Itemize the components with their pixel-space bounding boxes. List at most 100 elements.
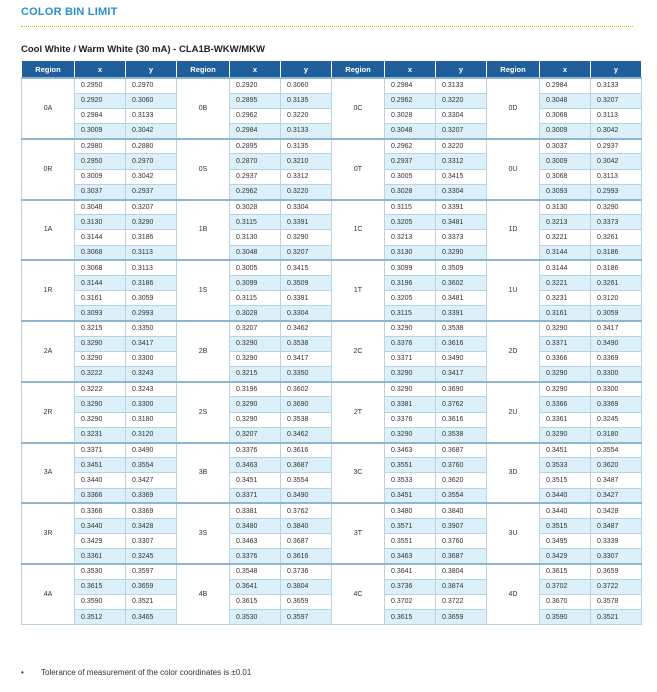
region-cell: 4B <box>176 563 230 626</box>
region-cell: 0D <box>486 77 540 140</box>
x-cell: 0.3037 <box>74 183 126 201</box>
x-cell: 0.3361 <box>74 548 126 565</box>
x-cell: 0.3048 <box>229 244 281 261</box>
y-cell: 0.3207 <box>435 123 487 140</box>
table-row: 2A 0.3215 0.3350 2B 0.3207 0.3462 2C 0.3290 0.35… <box>21 319 642 383</box>
x-cell: 0.3371 <box>539 335 591 352</box>
y-cell: 0.3113 <box>590 168 642 185</box>
y-cell: 0.3391 <box>280 214 332 231</box>
y-cell: 0.2970 <box>125 153 177 170</box>
x-cell: 0.3641 <box>384 562 436 580</box>
y-cell: 0.3369 <box>590 396 642 413</box>
table-row: 0.3440 0.3427 0.3451 0.3554 0.3533 0.3620 0.35… <box>22 472 642 489</box>
x-cell: 0.3028 <box>229 198 281 216</box>
y-cell: 0.3690 <box>280 396 332 413</box>
x-cell: 0.3005 <box>384 168 436 185</box>
x-cell: 0.3290 <box>74 350 126 368</box>
x-cell: 0.3048 <box>384 123 436 140</box>
y-cell: 0.3369 <box>590 350 642 368</box>
x-cell: 0.3451 <box>539 441 591 459</box>
y-cell: 0.3465 <box>125 609 177 626</box>
y-cell: 0.3616 <box>435 335 487 352</box>
divider <box>21 26 633 27</box>
table-row: 0.3512 0.3465 0.3530 0.3597 0.3615 0.3659 0.35… <box>22 609 642 626</box>
region-cell: 2R <box>21 380 75 443</box>
x-cell: 0.3702 <box>384 593 436 611</box>
y-cell: 0.3133 <box>280 123 332 140</box>
region-cell: 1R <box>21 259 75 322</box>
y-cell: 0.3415 <box>280 259 332 276</box>
region-cell: 0T <box>331 137 385 200</box>
x-cell: 0.3512 <box>74 609 126 626</box>
x-cell: 0.3641 <box>229 578 281 595</box>
header-row: Region x y Region x y Region x y Region x y <box>21 60 642 79</box>
region-cell: 1A <box>21 198 75 261</box>
y-cell: 0.3659 <box>125 578 177 595</box>
y-cell: 0.3245 <box>590 411 642 428</box>
footnote-row: • Tolerance of measurement of the color c… <box>21 668 251 677</box>
x-cell: 0.3028 <box>384 183 436 201</box>
region-cell: 2D <box>486 320 540 383</box>
y-cell: 0.3687 <box>435 548 487 565</box>
y-cell: 0.3417 <box>435 366 487 383</box>
column-header: x <box>74 60 126 79</box>
y-cell: 0.3722 <box>590 578 642 595</box>
region-cell: 3U <box>486 502 540 565</box>
x-cell: 0.2895 <box>229 137 281 155</box>
x-cell: 0.3451 <box>229 472 281 489</box>
y-cell: 0.3300 <box>125 350 177 368</box>
y-cell: 0.3509 <box>280 274 332 292</box>
y-cell: 0.3243 <box>125 366 177 383</box>
x-cell: 0.3376 <box>229 441 281 459</box>
x-cell: 0.3366 <box>539 350 591 368</box>
x-cell: 0.2962 <box>229 183 281 201</box>
y-cell: 0.3462 <box>280 426 332 444</box>
y-cell: 0.3391 <box>280 290 332 307</box>
y-cell: 0.3687 <box>435 441 487 459</box>
x-cell: 0.3376 <box>229 548 281 565</box>
y-cell: 0.2937 <box>590 137 642 155</box>
region-cell: 3C <box>331 441 385 504</box>
x-cell: 0.3115 <box>384 305 436 322</box>
y-cell: 0.3186 <box>590 244 642 261</box>
x-cell: 0.3221 <box>539 274 591 292</box>
x-cell: 0.3361 <box>539 411 591 428</box>
y-cell: 0.3369 <box>125 502 177 519</box>
y-cell: 0.3369 <box>125 487 177 504</box>
x-cell: 0.2920 <box>74 92 126 109</box>
x-cell: 0.3530 <box>74 562 126 580</box>
column-header: x <box>384 60 436 79</box>
y-cell: 0.3210 <box>280 153 332 170</box>
y-cell: 0.3602 <box>280 380 332 398</box>
y-cell: 0.3120 <box>590 290 642 307</box>
x-cell: 0.3463 <box>384 548 436 565</box>
column-header: Region <box>176 60 230 79</box>
x-cell: 0.3290 <box>229 335 281 352</box>
x-cell: 0.3376 <box>384 335 436 352</box>
table-row: 0.3429 0.3307 0.3463 0.3687 0.3551 0.3760 0.34… <box>22 533 642 550</box>
y-cell: 0.3804 <box>435 562 487 580</box>
table-row: 0.3361 0.3245 0.3376 0.3616 0.3463 0.3687 0.34… <box>22 548 642 565</box>
y-cell: 0.3220 <box>280 183 332 201</box>
x-cell: 0.3366 <box>74 502 126 519</box>
x-cell: 0.3196 <box>384 274 436 292</box>
x-cell: 0.3130 <box>539 198 591 216</box>
x-cell: 0.3290 <box>539 380 591 398</box>
y-cell: 0.3602 <box>435 274 487 292</box>
region-cell: 1T <box>331 259 385 322</box>
y-cell: 0.3462 <box>280 319 332 337</box>
x-cell: 0.2962 <box>384 92 436 109</box>
x-cell: 0.3099 <box>384 259 436 276</box>
region-cell: 2C <box>331 320 385 383</box>
x-cell: 0.3009 <box>539 153 591 170</box>
x-cell: 0.3068 <box>539 107 591 125</box>
x-cell: 0.2920 <box>229 76 281 94</box>
x-cell: 0.3009 <box>74 168 126 185</box>
y-cell: 0.3186 <box>125 229 177 246</box>
x-cell: 0.3290 <box>539 426 591 444</box>
table-row: 0.3161 0.3059 0.3115 0.3391 0.3205 0.3481 0.32… <box>22 290 642 307</box>
table-row: 1A 0.3048 0.3207 1B 0.3028 0.3304 1C 0.3115 0.33… <box>21 198 642 261</box>
x-cell: 0.3615 <box>229 593 281 611</box>
y-cell: 0.3042 <box>125 123 177 140</box>
y-cell: 0.3554 <box>590 441 642 459</box>
